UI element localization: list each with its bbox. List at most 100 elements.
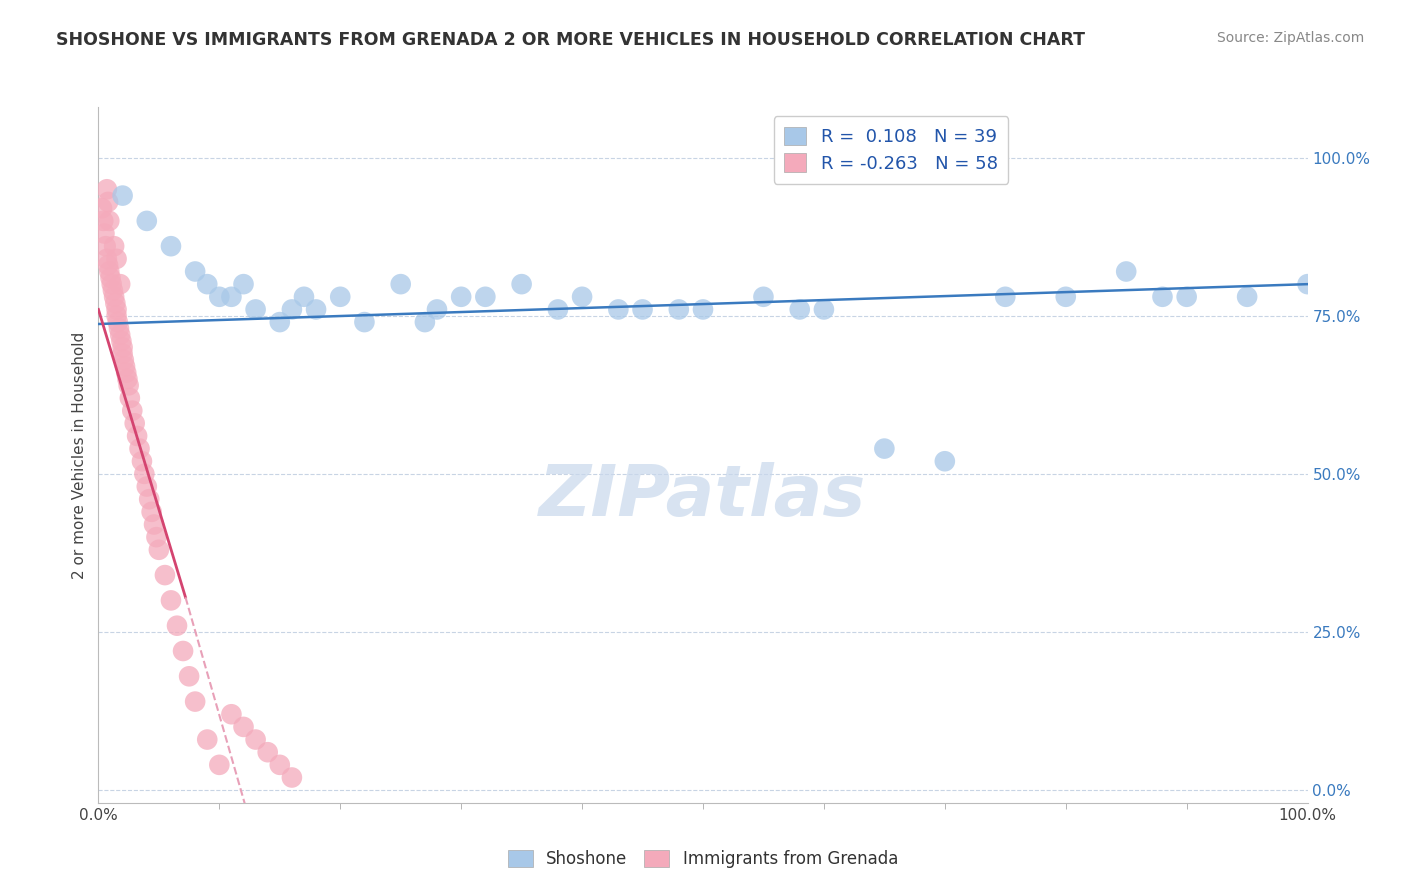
Point: [97, 258, 120, 272]
Point: [994, 290, 1017, 304]
Point: [232, 720, 254, 734]
Point: [127, 429, 149, 443]
Point: [111, 340, 134, 354]
Point: [353, 315, 375, 329]
Y-axis label: 2 or more Vehicles in Household: 2 or more Vehicles in Household: [72, 331, 87, 579]
Point: [100, 277, 122, 292]
Point: [232, 277, 254, 292]
Point: [426, 302, 449, 317]
Point: [256, 745, 278, 759]
Point: [160, 593, 183, 607]
Point: [195, 277, 218, 292]
Point: [141, 505, 163, 519]
Point: [97, 194, 120, 209]
Point: [145, 530, 167, 544]
Point: [143, 517, 166, 532]
Point: [93, 227, 115, 241]
Point: [474, 290, 496, 304]
Point: [450, 290, 472, 304]
Point: [789, 302, 811, 317]
Point: [131, 454, 153, 468]
Point: [94, 239, 117, 253]
Point: [118, 378, 141, 392]
Point: [571, 290, 593, 304]
Point: [103, 239, 125, 253]
Point: [329, 290, 352, 304]
Point: [135, 214, 157, 228]
Point: [96, 252, 118, 266]
Point: [121, 403, 143, 417]
Point: [115, 366, 138, 380]
Point: [1236, 290, 1258, 304]
Point: [108, 327, 131, 342]
Point: [153, 568, 176, 582]
Point: [128, 442, 150, 456]
Point: [1296, 277, 1319, 292]
Point: [105, 252, 128, 266]
Point: [269, 315, 291, 329]
Point: [1152, 290, 1174, 304]
Point: [118, 391, 141, 405]
Point: [292, 290, 315, 304]
Point: [105, 302, 128, 317]
Point: [91, 201, 114, 215]
Point: [117, 372, 139, 386]
Text: SHOSHONE VS IMMIGRANTS FROM GRENADA 2 OR MORE VEHICLES IN HOUSEHOLD CORRELATION : SHOSHONE VS IMMIGRANTS FROM GRENADA 2 OR…: [56, 31, 1085, 49]
Point: [184, 264, 207, 278]
Legend: Shoshone, Immigrants from Grenada: Shoshone, Immigrants from Grenada: [502, 843, 904, 874]
Point: [107, 315, 129, 329]
Text: ZIPatlas: ZIPatlas: [540, 462, 866, 531]
Point: [389, 277, 412, 292]
Point: [631, 302, 654, 317]
Point: [305, 302, 328, 317]
Point: [103, 290, 125, 304]
Point: [510, 277, 533, 292]
Point: [1054, 290, 1077, 304]
Point: [692, 302, 714, 317]
Point: [813, 302, 835, 317]
Point: [177, 669, 201, 683]
Point: [547, 302, 569, 317]
Point: [111, 188, 134, 202]
Point: [98, 214, 121, 228]
Point: [281, 771, 304, 785]
Point: [668, 302, 690, 317]
Point: [221, 290, 243, 304]
Point: [105, 309, 128, 323]
Text: Source: ZipAtlas.com: Source: ZipAtlas.com: [1216, 31, 1364, 45]
Point: [108, 321, 131, 335]
Point: [172, 644, 194, 658]
Point: [108, 277, 131, 292]
Point: [934, 454, 956, 468]
Point: [112, 353, 135, 368]
Point: [873, 442, 896, 456]
Point: [166, 618, 188, 632]
Point: [1175, 290, 1198, 304]
Point: [607, 302, 630, 317]
Point: [104, 296, 127, 310]
Point: [245, 302, 267, 317]
Point: [221, 707, 243, 722]
Point: [114, 359, 136, 374]
Point: [160, 239, 183, 253]
Point: [98, 264, 121, 278]
Point: [208, 757, 231, 772]
Point: [111, 347, 134, 361]
Point: [245, 732, 267, 747]
Point: [135, 479, 157, 493]
Point: [138, 492, 160, 507]
Point: [101, 284, 124, 298]
Point: [148, 542, 170, 557]
Point: [413, 315, 436, 329]
Point: [752, 290, 775, 304]
Point: [124, 417, 146, 431]
Point: [134, 467, 156, 481]
Point: [110, 334, 132, 348]
Point: [100, 270, 122, 285]
Point: [96, 182, 118, 196]
Point: [269, 757, 291, 772]
Point: [195, 732, 218, 747]
Point: [208, 290, 231, 304]
Point: [281, 302, 304, 317]
Point: [1115, 264, 1137, 278]
